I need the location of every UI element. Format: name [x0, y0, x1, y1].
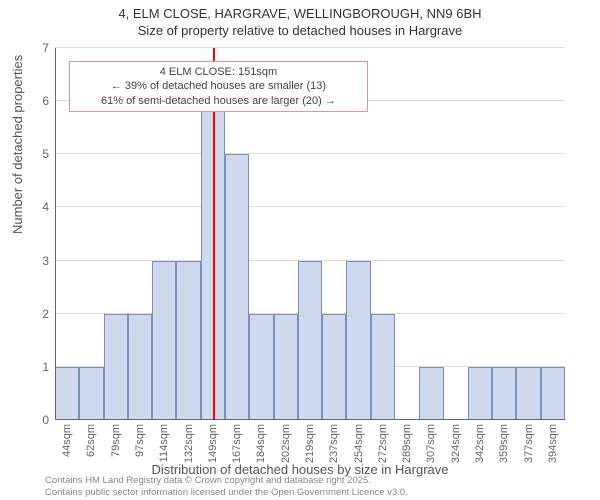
histogram-bar — [274, 314, 298, 420]
histogram-bar — [225, 154, 249, 420]
x-tick-label: 44sqm — [61, 420, 73, 457]
y-tick-label: 1 — [42, 360, 55, 374]
x-tick-label: 79sqm — [110, 420, 122, 457]
histogram-bar — [322, 314, 346, 420]
histogram-bar — [128, 314, 152, 420]
x-tick-label: 184sqm — [255, 420, 267, 463]
gridline — [55, 206, 565, 207]
histogram-bar — [346, 261, 370, 420]
histogram-bar — [152, 261, 176, 420]
y-tick-label: 3 — [42, 254, 55, 268]
annotation-line: 4 ELM CLOSE: 151sqm — [80, 65, 356, 79]
histogram-bar — [516, 367, 540, 420]
y-axis-line — [55, 48, 56, 420]
x-tick-label: 132sqm — [183, 420, 195, 463]
x-tick-label: 97sqm — [134, 420, 146, 457]
x-tick-label: 202sqm — [280, 420, 292, 463]
plot-area: 4 ELM CLOSE: 151sqm← 39% of detached hou… — [55, 48, 565, 420]
y-tick-label: 6 — [42, 94, 55, 108]
x-tick-label: 289sqm — [401, 420, 413, 463]
histogram-bar — [298, 261, 322, 420]
x-tick-label: 307sqm — [425, 420, 437, 463]
chart-container: 4, ELM CLOSE, HARGRAVE, WELLINGBOROUGH, … — [0, 0, 600, 500]
x-tick-label: 254sqm — [353, 420, 365, 463]
histogram-bar — [468, 367, 492, 420]
plot: 4 ELM CLOSE: 151sqm← 39% of detached hou… — [55, 48, 565, 420]
title-line-2: Size of property relative to detached ho… — [0, 23, 600, 40]
chart-title: 4, ELM CLOSE, HARGRAVE, WELLINGBOROUGH, … — [0, 0, 600, 40]
histogram-bar — [492, 367, 516, 420]
y-tick-label: 0 — [42, 413, 55, 427]
title-line-1: 4, ELM CLOSE, HARGRAVE, WELLINGBOROUGH, … — [0, 6, 600, 23]
x-tick-label: 342sqm — [474, 420, 486, 463]
annotation-box: 4 ELM CLOSE: 151sqm← 39% of detached hou… — [69, 61, 367, 112]
x-tick-label: 167sqm — [231, 420, 243, 463]
x-tick-label: 62sqm — [85, 420, 97, 457]
gridline — [55, 153, 565, 154]
histogram-bar — [541, 367, 565, 420]
x-tick-label: 394sqm — [547, 420, 559, 463]
y-tick-label: 2 — [42, 307, 55, 321]
x-tick-label: 359sqm — [498, 420, 510, 463]
histogram-bar — [79, 367, 103, 420]
x-tick-label: 219sqm — [304, 420, 316, 463]
annotation-line: 61% of semi-detached houses are larger (… — [80, 94, 356, 108]
histogram-bar — [419, 367, 443, 420]
x-tick-label: 272sqm — [377, 420, 389, 463]
histogram-bar — [371, 314, 395, 420]
x-tick-label: 377sqm — [523, 420, 535, 463]
x-tick-label: 324sqm — [450, 420, 462, 463]
histogram-bar — [55, 367, 79, 420]
x-tick-label: 114sqm — [158, 420, 170, 462]
y-tick-label: 5 — [42, 147, 55, 161]
x-tick-label: 149sqm — [207, 420, 219, 463]
footer: Contains HM Land Registry data © Crown c… — [45, 475, 408, 498]
gridline — [55, 47, 565, 48]
y-tick-label: 7 — [42, 41, 55, 55]
histogram-bar — [104, 314, 128, 420]
y-axis-label: Number of detached properties — [10, 55, 25, 234]
annotation-line: ← 39% of detached houses are smaller (13… — [80, 79, 356, 93]
footer-line-1: Contains HM Land Registry data © Crown c… — [45, 475, 408, 486]
y-tick-label: 4 — [42, 200, 55, 214]
footer-line-2: Contains public sector information licen… — [45, 487, 408, 498]
x-tick-label: 237sqm — [328, 420, 340, 463]
histogram-bar — [176, 261, 200, 420]
histogram-bar — [249, 314, 273, 420]
